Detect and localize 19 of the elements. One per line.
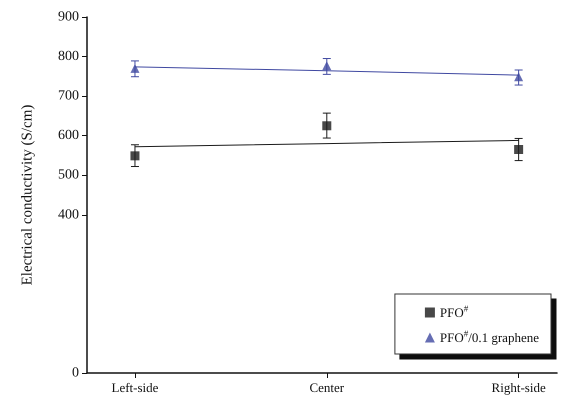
point [130, 64, 140, 73]
y-tick-label: 0 [72, 366, 79, 380]
x-tick-label: Center [309, 380, 345, 395]
y-tick-label: 600 [58, 128, 79, 144]
y-axis-title: Electrical conductivity (S/cm) [20, 104, 36, 286]
y-tick-label: 400 [58, 207, 79, 222]
y-tick-label: 900 [58, 10, 79, 24]
x-tick-label: Right-side [492, 380, 546, 395]
point [514, 72, 524, 82]
point [130, 151, 140, 160]
point [514, 145, 524, 154]
legend-label: PFO# [440, 304, 469, 320]
x-tick-label: Left-side [112, 380, 159, 395]
y-tick-label: 800 [58, 49, 79, 64]
legend-label: PFO#/0.1 graphene [440, 328, 540, 345]
point [322, 61, 332, 70]
y-tick-label: 500 [58, 168, 79, 183]
point [322, 121, 332, 130]
y-tick-label: 700 [58, 88, 79, 104]
